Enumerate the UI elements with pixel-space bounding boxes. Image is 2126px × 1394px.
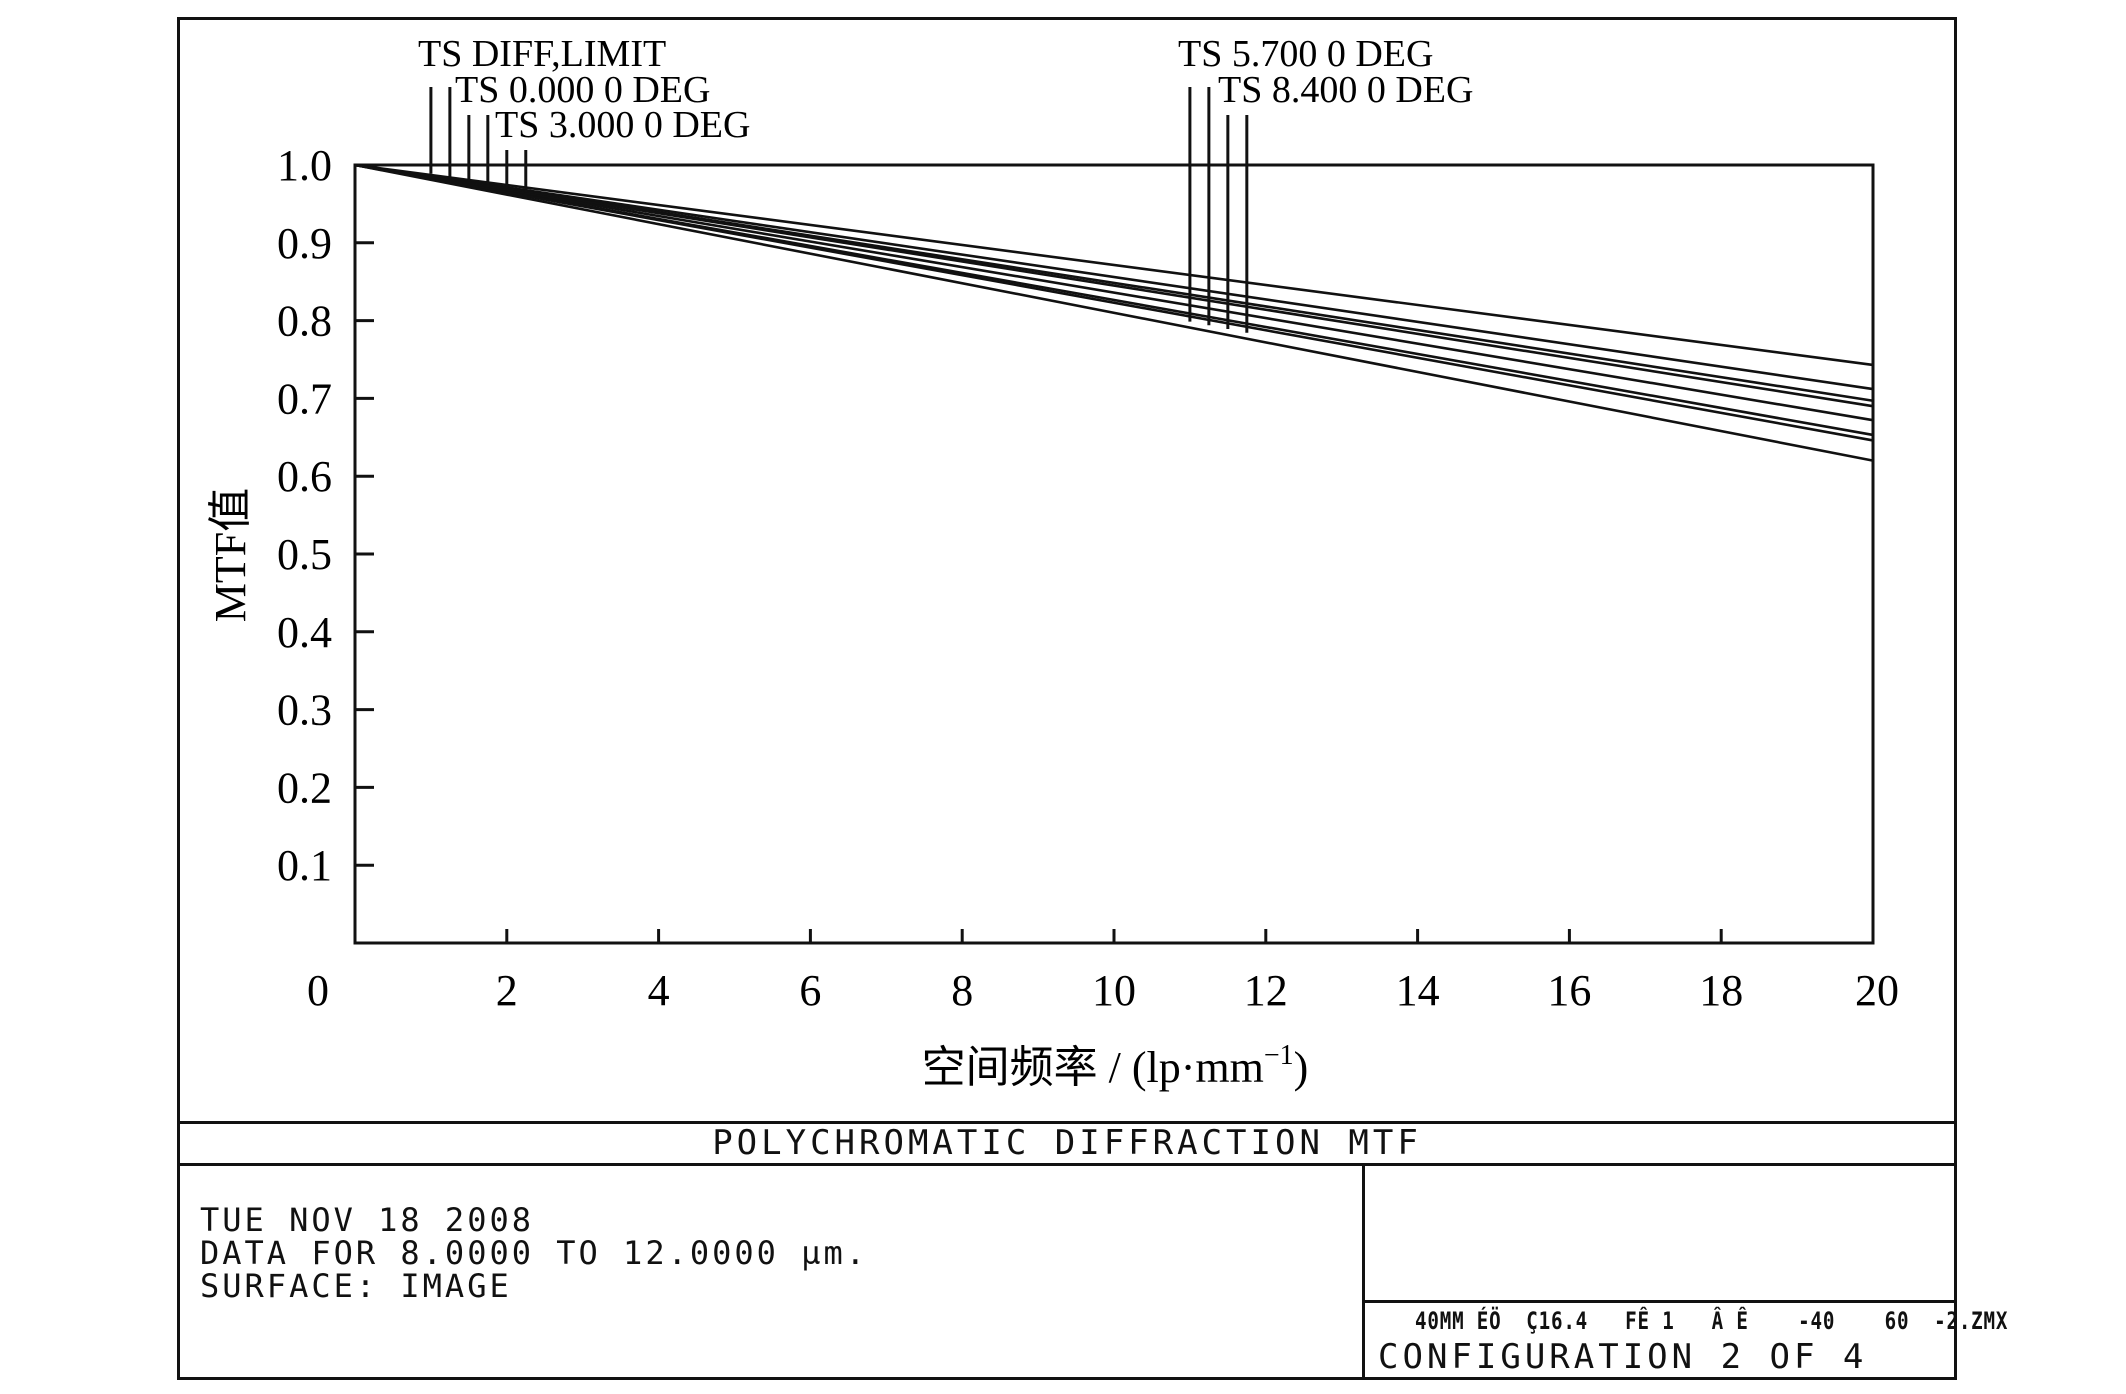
x-tick-label: 2 (496, 966, 518, 1015)
mtf-series-line (354, 163, 1874, 422)
x-tick-label: 20 (1855, 966, 1899, 1015)
configuration-text: CONFIGURATION 2 OF 4 (1378, 1337, 1868, 1377)
y-tick-label: 0.8 (277, 297, 332, 346)
surface-text: SURFACE: IMAGE (200, 1267, 512, 1305)
legend-label: TS DIFF,LIMIT (418, 33, 666, 75)
y-tick-label: 0.5 (277, 530, 332, 579)
legend-markers (429, 87, 1249, 333)
mtf-series-line (354, 163, 1874, 442)
x-tick-label: 6 (799, 966, 821, 1015)
x-tick-label: 0 (307, 966, 329, 1015)
y-tick-label: 0.6 (277, 452, 332, 501)
x-tick-label: 18 (1699, 966, 1743, 1015)
legend-label: TS 3.000 0 DEG (495, 104, 750, 146)
mtf-series-line (354, 163, 1874, 367)
x-tick-label: 8 (951, 966, 973, 1015)
legend-label: TS 0.000 0 DEG (455, 69, 710, 111)
y-axis-ticks: 0.1 0.2 0.3 0.4 0.5 0.6 0.7 0.8 0.9 1.0 (277, 141, 374, 890)
info-divider-vertical (1362, 1166, 1365, 1380)
mtf-series-line (354, 163, 1874, 462)
x-axis-label-end: ) (1294, 1043, 1309, 1092)
info-divider-horizontal (1362, 1300, 1957, 1303)
info-block: TUE NOV 18 2008 DATA FOR 8.0000 TO 12.00… (200, 1204, 868, 1303)
y-tick-label: 1.0 (277, 141, 332, 190)
x-axis-label: 空间频率 / (lp·mm−1) (922, 1040, 1309, 1092)
legend-label: TS 5.700 0 DEG (1178, 33, 1433, 75)
y-axis-label: MTF值 (206, 488, 255, 622)
y-tick-label: 0.9 (277, 219, 332, 268)
mtf-series-line (354, 163, 1874, 391)
y-tick-label: 0.4 (277, 608, 332, 657)
legend-label: TS 8.400 0 DEG (1218, 69, 1473, 111)
plot-type-title: POLYCHROMATIC DIFFRACTION MTF (177, 1121, 1957, 1166)
y-tick-label: 0.7 (277, 374, 332, 423)
x-tick-label: 14 (1396, 966, 1440, 1015)
x-tick-label: 16 (1547, 966, 1591, 1015)
x-axis-ticks: 0 2 4 6 8 10 12 14 16 18 20 (307, 929, 1899, 1015)
x-tick-label: 12 (1244, 966, 1288, 1015)
x-axis-label-main: 空间频率 / (lp·mm (922, 1043, 1264, 1092)
lens-settings-text: 40MM ÉÖ Ç16.4 FÊ 1 Â Ê -40 60 -2.ZMX (1415, 1307, 2009, 1335)
wavelength-range-text: DATA FOR 8.0000 TO 12.0000 µm. (200, 1234, 868, 1272)
date-text: TUE NOV 18 2008 (200, 1201, 534, 1239)
mtf-series-line (354, 163, 1874, 408)
series-lines (354, 163, 1874, 462)
y-tick-label: 0.2 (277, 763, 332, 812)
y-tick-label: 0.3 (277, 686, 332, 735)
x-tick-label: 4 (648, 966, 670, 1015)
x-tick-label: 10 (1092, 966, 1136, 1015)
y-tick-label: 0.1 (277, 841, 332, 890)
x-axis-label-superscript: −1 (1264, 1040, 1294, 1071)
plot-frame (177, 17, 1957, 1380)
